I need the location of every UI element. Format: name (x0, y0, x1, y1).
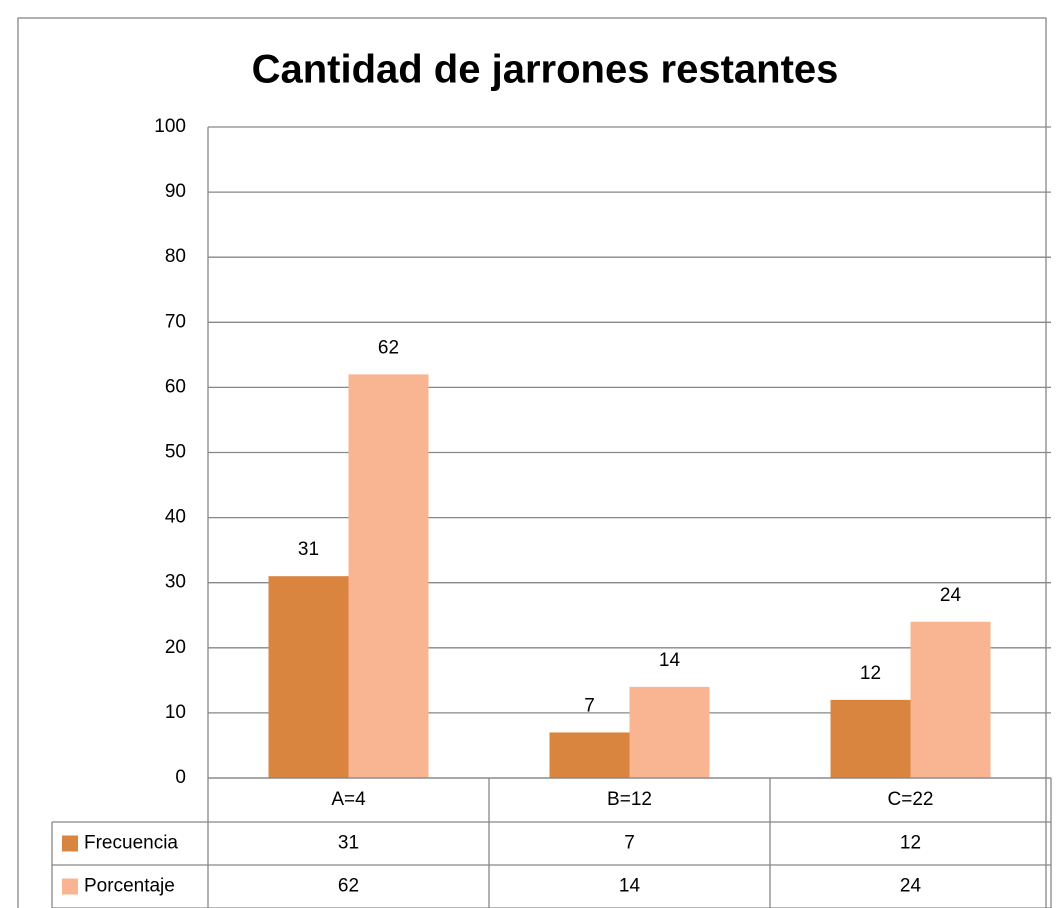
y-tick-label: 90 (165, 181, 186, 202)
x-tick-label: B=12 (607, 789, 652, 810)
y-tick-label: 10 (165, 702, 186, 723)
data-label: 24 (940, 585, 962, 606)
y-tick-label: 0 (175, 767, 186, 788)
data-label: 7 (584, 695, 595, 716)
y-tick-label: 30 (165, 572, 186, 593)
data-label: 31 (298, 539, 319, 560)
y-tick-label: 70 (165, 311, 186, 332)
legend-label: Frecuencia (84, 833, 178, 854)
data-label: 14 (659, 650, 681, 671)
x-tick-label: C=22 (888, 789, 934, 810)
bar (549, 732, 630, 778)
data-label: 12 (860, 663, 881, 684)
table-value: 14 (619, 876, 641, 897)
y-tick-label: 40 (165, 507, 186, 528)
legend-key (62, 878, 78, 895)
table-value: 24 (900, 876, 922, 897)
legend-key (62, 835, 78, 852)
y-tick-label: 100 (154, 116, 186, 137)
bar (629, 686, 710, 778)
table-value: 31 (338, 833, 359, 854)
table-value: 7 (624, 833, 635, 854)
legend-label: Porcentaje (84, 876, 175, 897)
data-label: 62 (378, 337, 399, 358)
x-tick-label: A=4 (331, 789, 366, 810)
y-tick-label: 20 (165, 637, 186, 658)
bar (268, 576, 349, 778)
y-tick-label: 50 (165, 442, 186, 463)
bar (348, 374, 429, 778)
table-value: 12 (900, 833, 921, 854)
bar (830, 699, 911, 778)
table-value: 62 (338, 876, 359, 897)
bar (910, 621, 991, 778)
y-tick-label: 60 (165, 376, 186, 397)
y-tick-label: 80 (165, 246, 186, 267)
chart-title: Cantidad de jarrones restantes (252, 48, 839, 92)
